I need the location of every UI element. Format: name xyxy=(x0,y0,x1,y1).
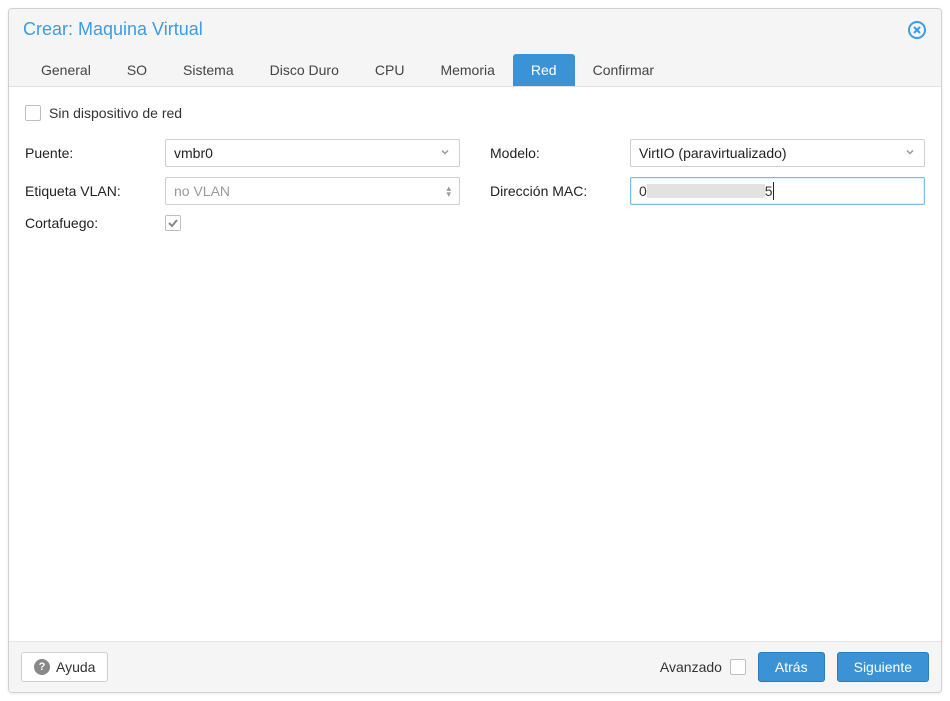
no-network-label: Sin dispositivo de red xyxy=(49,105,182,121)
firewall-checkbox[interactable] xyxy=(165,215,181,231)
tab-confirmar[interactable]: Confirmar xyxy=(575,54,672,86)
right-column: Modelo: VirtIO (paravirtualizado) Direcc… xyxy=(490,139,925,231)
no-network-row: Sin dispositivo de red xyxy=(25,105,925,121)
help-icon: ? xyxy=(34,659,50,675)
mac-suffix: 5 xyxy=(765,183,773,199)
tab-bar: GeneralSOSistemaDisco DuroCPUMemoriaRedC… xyxy=(23,54,927,86)
form-grid: Puente: vmbr0 Etiqueta VLAN: no VLAN ▴▾ xyxy=(25,139,925,231)
left-column: Puente: vmbr0 Etiqueta VLAN: no VLAN ▴▾ xyxy=(25,139,460,231)
vlan-spinner[interactable]: no VLAN ▴▾ xyxy=(165,177,460,205)
close-icon xyxy=(908,21,926,39)
tab-sistema[interactable]: Sistema xyxy=(165,54,252,86)
model-label: Modelo: xyxy=(490,145,630,161)
tab-disco-duro[interactable]: Disco Duro xyxy=(252,54,357,86)
mac-row: Dirección MAC: 0 5 xyxy=(490,177,925,205)
advanced-toggle: Avanzado xyxy=(660,659,746,675)
advanced-label: Avanzado xyxy=(660,659,722,675)
tab-general[interactable]: General xyxy=(23,54,109,86)
mac-label: Dirección MAC: xyxy=(490,183,630,199)
model-select[interactable]: VirtIO (paravirtualizado) xyxy=(630,139,925,167)
vlan-label: Etiqueta VLAN: xyxy=(25,183,165,199)
close-button[interactable] xyxy=(907,20,927,40)
mac-redacted xyxy=(647,184,765,198)
footer-right: Avanzado Atrás Siguiente xyxy=(660,652,929,682)
vm-create-dialog: Crear: Maquina Virtual GeneralSOSistemaD… xyxy=(8,8,942,693)
dialog-footer: ? Ayuda Avanzado Atrás Siguiente xyxy=(9,641,941,692)
next-button[interactable]: Siguiente xyxy=(837,652,929,682)
spinner-icon: ▴▾ xyxy=(446,185,451,197)
dialog-title: Crear: Maquina Virtual xyxy=(23,19,203,40)
advanced-checkbox[interactable] xyxy=(730,659,746,675)
text-caret xyxy=(773,182,774,200)
tab-so[interactable]: SO xyxy=(109,54,165,86)
vlan-row: Etiqueta VLAN: no VLAN ▴▾ xyxy=(25,177,460,205)
help-label: Ayuda xyxy=(56,659,95,675)
tab-memoria[interactable]: Memoria xyxy=(422,54,512,86)
mac-input[interactable]: 0 5 xyxy=(630,177,925,205)
dialog-header: Crear: Maquina Virtual GeneralSOSistemaD… xyxy=(9,9,941,87)
tab-cpu[interactable]: CPU xyxy=(357,54,423,86)
firewall-row: Cortafuego: xyxy=(25,215,460,231)
bridge-select[interactable]: vmbr0 xyxy=(165,139,460,167)
help-button[interactable]: ? Ayuda xyxy=(21,652,108,682)
mac-value-container: 0 5 xyxy=(639,182,916,200)
chevron-down-icon xyxy=(439,145,451,161)
vlan-value: no VLAN xyxy=(174,183,440,199)
mac-prefix: 0 xyxy=(639,183,647,199)
bridge-label: Puente: xyxy=(25,145,165,161)
no-network-checkbox[interactable] xyxy=(25,105,41,121)
chevron-down-icon xyxy=(904,145,916,161)
firewall-label: Cortafuego: xyxy=(25,215,165,231)
title-row: Crear: Maquina Virtual xyxy=(23,19,927,40)
dialog-body: Sin dispositivo de red Puente: vmbr0 Eti… xyxy=(9,87,941,641)
model-row: Modelo: VirtIO (paravirtualizado) xyxy=(490,139,925,167)
bridge-value: vmbr0 xyxy=(174,145,433,161)
bridge-row: Puente: vmbr0 xyxy=(25,139,460,167)
model-value: VirtIO (paravirtualizado) xyxy=(639,145,898,161)
tab-red[interactable]: Red xyxy=(513,54,575,86)
back-button[interactable]: Atrás xyxy=(758,652,825,682)
